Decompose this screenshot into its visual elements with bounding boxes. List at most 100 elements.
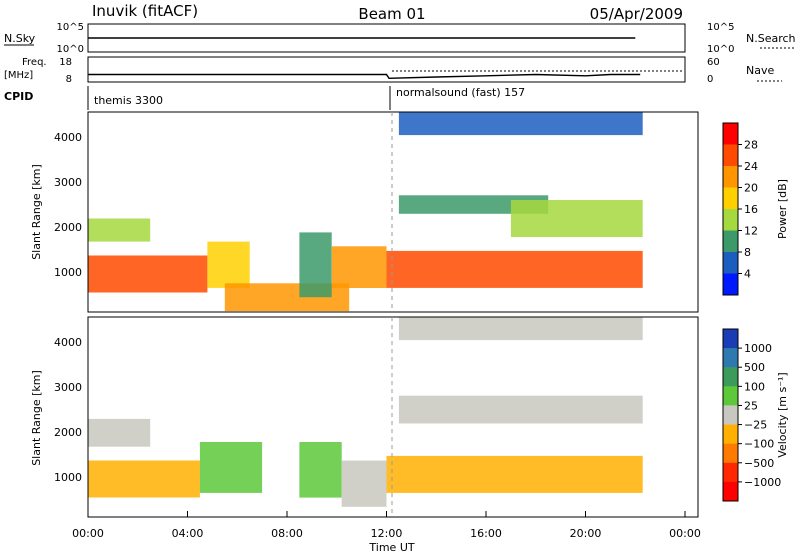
x-axis-label: Time UT bbox=[368, 541, 414, 554]
power-region-6 bbox=[88, 218, 151, 242]
freq-tick-left-bottom: 8 bbox=[66, 74, 72, 85]
velocity-ytick-3000: 3000 bbox=[54, 381, 82, 394]
nave-tick-right-bottom: 0 bbox=[707, 74, 713, 85]
cpid-mode-1: themis 3300 bbox=[94, 94, 163, 107]
power-colorbar-block bbox=[723, 187, 738, 210]
nave-right-label: Nave bbox=[746, 64, 774, 77]
freq-tick-left-top: 18 bbox=[59, 57, 72, 68]
velocity-colorbar-tick-label: 1000 bbox=[744, 342, 772, 355]
velocity-region-7 bbox=[398, 317, 643, 341]
beam-title: Beam 01 bbox=[358, 5, 425, 23]
velocity-colorbar-tick-label: 25 bbox=[744, 399, 758, 412]
date-title: 05/Apr/2009 bbox=[590, 5, 683, 23]
power-colorbar-block bbox=[723, 144, 738, 167]
power-colorbar-tick-label: 16 bbox=[744, 203, 758, 216]
power-colorbar-block bbox=[723, 230, 738, 253]
x-tick-label: 04:00 bbox=[172, 527, 204, 540]
velocity-colorbar-tick-label: 500 bbox=[744, 361, 765, 374]
cpid-mode-2: normalsound (fast) 157 bbox=[396, 86, 525, 99]
velocity-colorbar-block bbox=[723, 386, 738, 406]
power-colorbar-tick-label: 4 bbox=[744, 268, 751, 281]
velocity-ytick-1000: 1000 bbox=[54, 471, 82, 484]
x-tick-label: 00:00 bbox=[669, 527, 701, 540]
power-colorbar-tick-label: 24 bbox=[744, 160, 758, 173]
velocity-colorbar-tick-label: −100 bbox=[744, 438, 774, 451]
power-region-9 bbox=[510, 200, 643, 237]
power-colorbar-tick-label: 12 bbox=[744, 225, 758, 238]
velocity-colorbar-block bbox=[723, 462, 738, 483]
power-ytick-4000: 4000 bbox=[54, 131, 82, 144]
power-heatmap bbox=[88, 112, 643, 312]
velocity-colorbar-block bbox=[723, 443, 738, 464]
nsky-panel: N.Sky 10^5 10^0 10^5 10^0 N.Search bbox=[4, 22, 796, 55]
freq-panel: Freq. [MHz] 18 8 60 0 Nave bbox=[4, 56, 782, 85]
power-colorbar-tick-label: 8 bbox=[744, 246, 751, 259]
velocity-colorbar-tick-label: 100 bbox=[744, 380, 765, 393]
power-region-0 bbox=[88, 255, 208, 293]
velocity-region-3 bbox=[341, 460, 387, 507]
velocity-colorbar-block bbox=[723, 481, 738, 502]
velocity-colorbar: 1000 500 100 25 −25 −100 −500 −1000 Velocity [m… bbox=[722, 328, 789, 502]
station-title: Inuvik (fitACF) bbox=[92, 2, 198, 20]
velocity-colorbar-tick-label: −1000 bbox=[744, 476, 781, 489]
velocity-colorbar-block bbox=[723, 424, 738, 445]
x-tick-label: 16:00 bbox=[470, 527, 502, 540]
x-tick-label: 20:00 bbox=[570, 527, 602, 540]
freq-left-label-2: [MHz] bbox=[4, 70, 33, 81]
power-colorbar-label: Power [dB] bbox=[776, 179, 789, 239]
velocity-heatmap bbox=[88, 317, 643, 507]
power-panel: 4000 3000 2000 1000 Slant Range [km] bbox=[30, 111, 699, 313]
nsky-tick-left-bottom: 10^0 bbox=[57, 44, 84, 55]
velocity-panel: 4000 3000 2000 1000 Slant Range [km] bbox=[30, 316, 699, 518]
velocity-region-6 bbox=[398, 395, 643, 424]
velocity-colorbar-block bbox=[723, 367, 738, 387]
velocity-region-1 bbox=[199, 442, 263, 493]
nsky-tick-right-bottom: 10^0 bbox=[707, 44, 734, 55]
power-region-5 bbox=[386, 250, 643, 288]
velocity-colorbar-tick-label: −500 bbox=[744, 457, 774, 470]
velocity-colorbar-block bbox=[723, 405, 738, 425]
power-ytick-1000: 1000 bbox=[54, 266, 82, 279]
velocity-panel-frame bbox=[87, 316, 699, 518]
power-panel-frame bbox=[87, 111, 699, 313]
velocity-region-5 bbox=[88, 418, 151, 447]
velocity-ytick-4000: 4000 bbox=[54, 336, 82, 349]
velocity-region-2 bbox=[299, 442, 342, 498]
power-colorbar: 28 24 20 16 12 8 4 Power [dB] bbox=[722, 122, 789, 296]
power-colorbar-block bbox=[723, 209, 738, 231]
power-ytick-3000: 3000 bbox=[54, 176, 82, 189]
freq-series-line bbox=[88, 73, 641, 80]
power-region-7 bbox=[398, 195, 549, 214]
x-tick-label: 00:00 bbox=[72, 527, 104, 540]
nave-tick-right-top: 60 bbox=[707, 57, 720, 68]
power-colorbar-block bbox=[723, 166, 738, 188]
power-colorbar-block bbox=[723, 252, 738, 274]
nsky-left-label: N.Sky bbox=[4, 32, 36, 45]
power-region-8 bbox=[398, 112, 643, 136]
power-colorbar-tick-label: 20 bbox=[744, 182, 758, 195]
velocity-colorbar-block bbox=[723, 329, 738, 349]
nsearch-right-label: N.Search bbox=[746, 32, 796, 45]
nsky-tick-right-top: 10^5 bbox=[707, 22, 734, 33]
velocity-region-4 bbox=[386, 455, 643, 493]
x-tick-label: 12:00 bbox=[371, 527, 403, 540]
cpid-label: CPID bbox=[4, 90, 33, 103]
freq-left-label-1: Freq. bbox=[22, 57, 47, 68]
velocity-ylabel: Slant Range [km] bbox=[30, 370, 43, 466]
x-tick-label: 08:00 bbox=[271, 527, 303, 540]
velocity-colorbar-block bbox=[723, 348, 738, 368]
power-ytick-2000: 2000 bbox=[54, 221, 82, 234]
velocity-colorbar-label: Velocity [m s⁻¹] bbox=[776, 372, 789, 457]
power-region-3 bbox=[299, 232, 332, 298]
power-region-4 bbox=[331, 246, 387, 288]
x-axis: 00:00 04:00 08:00 12:00 16:00 20:00 00:00 bbox=[72, 511, 701, 540]
power-colorbar-tick-label: 28 bbox=[744, 139, 758, 152]
nsky-tick-left-top: 10^5 bbox=[57, 22, 84, 33]
power-colorbar-block bbox=[723, 273, 738, 296]
velocity-colorbar-frame bbox=[722, 328, 739, 502]
velocity-region-0 bbox=[88, 460, 200, 498]
power-region-1 bbox=[207, 241, 250, 288]
power-colorbar-block bbox=[723, 123, 738, 145]
velocity-colorbar-tick-label: −25 bbox=[744, 419, 767, 432]
